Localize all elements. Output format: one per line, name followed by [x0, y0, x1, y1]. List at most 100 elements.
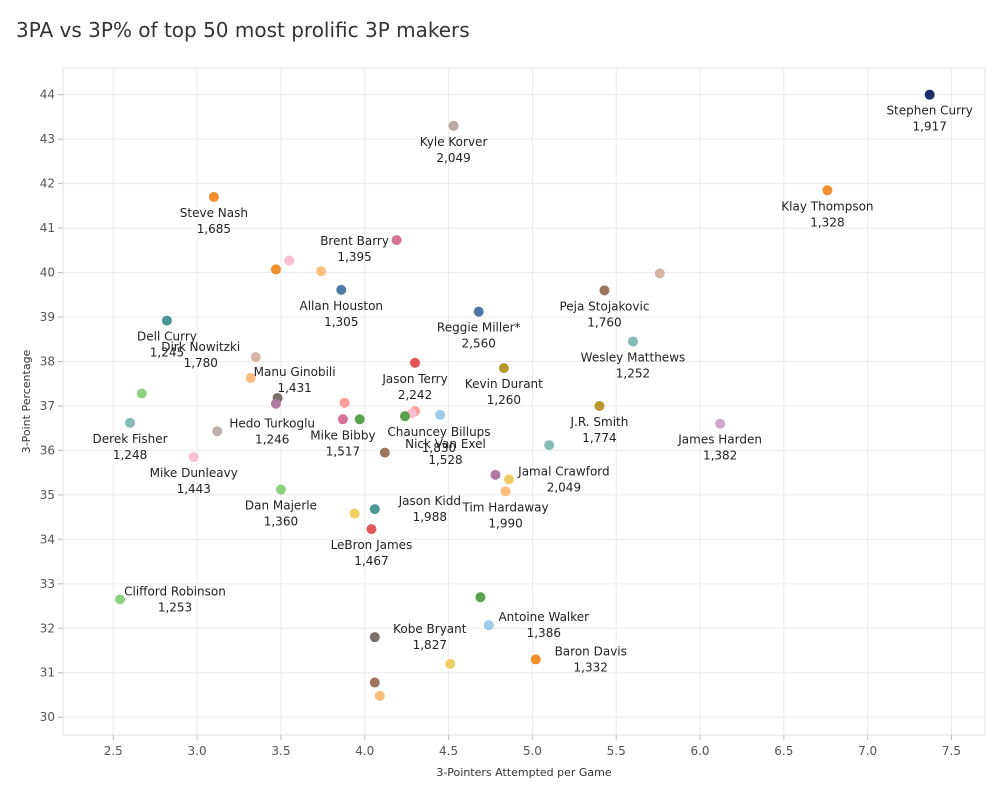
- point-value-label: 1,382: [703, 449, 737, 463]
- data-point: [284, 255, 295, 266]
- data-point: [188, 452, 199, 463]
- x-tick-label: 7.0: [858, 744, 877, 758]
- data-point: [161, 315, 172, 326]
- data-point: [245, 372, 256, 383]
- data-point: [316, 266, 327, 277]
- data-point: [270, 264, 281, 275]
- point-value-label: 1,246: [255, 432, 289, 446]
- data-point: [445, 658, 456, 669]
- data-point: [544, 440, 555, 451]
- point-name-label: LeBron James: [331, 538, 413, 552]
- data-point: [473, 306, 484, 317]
- data-point: [208, 191, 219, 202]
- x-tick-label: 3.5: [271, 744, 290, 758]
- y-axis-title: 3-Point Percentage: [20, 349, 33, 453]
- data-point: [410, 357, 421, 368]
- x-tick-label: 5.5: [607, 744, 626, 758]
- point-value-label: 2,049: [547, 480, 581, 494]
- data-points: [114, 89, 935, 701]
- data-point: [379, 447, 390, 458]
- y-tick-label: 30: [40, 710, 55, 724]
- point-value-label: 2,242: [398, 388, 432, 402]
- point-name-label: Jason Terry: [381, 372, 447, 386]
- point-value-label: 1,431: [277, 381, 311, 395]
- point-value-label: 1,245: [150, 346, 184, 360]
- point-name-label: Clifford Robinson: [124, 584, 226, 598]
- data-point: [270, 398, 281, 409]
- grid-lines: [58, 67, 986, 740]
- y-tick-label: 34: [40, 532, 55, 546]
- point-name-label: Steve Nash: [180, 206, 248, 220]
- point-value-label: 1,386: [527, 626, 561, 640]
- point-value-label: 1,253: [158, 600, 192, 614]
- y-tick-label: 37: [40, 399, 55, 413]
- point-name-label: Baron Davis: [555, 644, 627, 658]
- data-point: [483, 620, 494, 631]
- data-point: [822, 185, 833, 196]
- point-name-label: Derek Fisher: [93, 432, 168, 446]
- data-point: [366, 524, 377, 535]
- data-point: [475, 592, 486, 603]
- point-name-label: Chauncey Billups: [387, 425, 490, 439]
- data-point: [336, 284, 347, 295]
- data-point: [500, 486, 511, 497]
- point-name-label: Manu Ginobili: [254, 365, 336, 379]
- data-point: [498, 363, 509, 374]
- point-name-label: James Harden: [677, 433, 762, 447]
- x-tick-label: 2.5: [104, 744, 123, 758]
- data-point: [530, 654, 541, 665]
- point-value-label: 1,827: [413, 638, 447, 652]
- data-point: [212, 426, 223, 437]
- point-value-label: 1,395: [337, 250, 371, 264]
- point-name-label: Peja Stojakovic: [559, 299, 649, 313]
- chart-title: 3PA vs 3P% of top 50 most prolific 3P ma…: [16, 18, 470, 42]
- y-tick-label: 39: [40, 310, 55, 324]
- y-tick-label: 31: [40, 666, 55, 680]
- point-value-label: 1,260: [487, 393, 521, 407]
- data-point: [594, 400, 605, 411]
- data-point: [391, 235, 402, 246]
- point-name-label: Kyle Korver: [420, 135, 488, 149]
- point-value-label: 1,528: [428, 453, 462, 467]
- y-tick-label: 33: [40, 577, 55, 591]
- data-point: [503, 474, 514, 485]
- point-name-label: Antoine Walker: [498, 610, 589, 624]
- point-value-label: 1,917: [913, 120, 947, 134]
- point-name-label: Wesley Matthews: [581, 350, 686, 364]
- data-point: [924, 89, 935, 100]
- x-tick-label: 5.0: [523, 744, 542, 758]
- point-value-label: 1,443: [177, 482, 211, 496]
- data-point: [339, 397, 350, 408]
- point-value-label: 1,830: [422, 441, 456, 455]
- data-point: [136, 388, 147, 399]
- plot-frame: [62, 67, 986, 736]
- point-value-label: 1,780: [184, 356, 218, 370]
- x-axis-title: 3-Pointers Attempted per Game: [436, 766, 612, 779]
- point-name-label: Hedo Turkoglu: [229, 416, 315, 430]
- x-tick-label: 3.0: [188, 744, 207, 758]
- point-name-label: Kobe Bryant: [393, 622, 467, 636]
- y-tick-label: 42: [40, 177, 55, 191]
- point-value-label: 1,467: [354, 554, 388, 568]
- point-name-label: Jamal Crawford: [517, 464, 609, 478]
- point-value-label: 1,332: [574, 660, 608, 674]
- point-name-label: Brent Barry: [320, 234, 389, 248]
- y-tick-label: 35: [40, 488, 55, 502]
- point-value-label: 1,252: [616, 366, 650, 380]
- data-point: [369, 632, 380, 643]
- point-name-label: Reggie Miller*: [437, 321, 521, 335]
- point-name-label: Dan Majerle: [245, 499, 317, 513]
- point-name-label: Mike Bibby: [310, 428, 375, 442]
- point-name-label: Klay Thompson: [781, 199, 873, 213]
- axis-ticks: 2.5 3.0 3.5 4.0 4.5 5.0 5.5 6.0 6.5 7.0 7.5 30 31 32 3…: [40, 88, 961, 758]
- point-name-label: Dell Curry: [137, 330, 197, 344]
- y-tick-label: 32: [40, 621, 55, 635]
- point-value-label: 1,988: [413, 510, 447, 524]
- x-tick-label: 6.0: [690, 744, 709, 758]
- x-tick-label: 4.0: [355, 744, 374, 758]
- x-tick-label: 4.5: [439, 744, 458, 758]
- data-point: [654, 268, 665, 279]
- data-point: [399, 411, 410, 422]
- point-name-label: Allan Houston: [300, 299, 384, 313]
- point-name-label: Mike Dunleavy: [150, 466, 238, 480]
